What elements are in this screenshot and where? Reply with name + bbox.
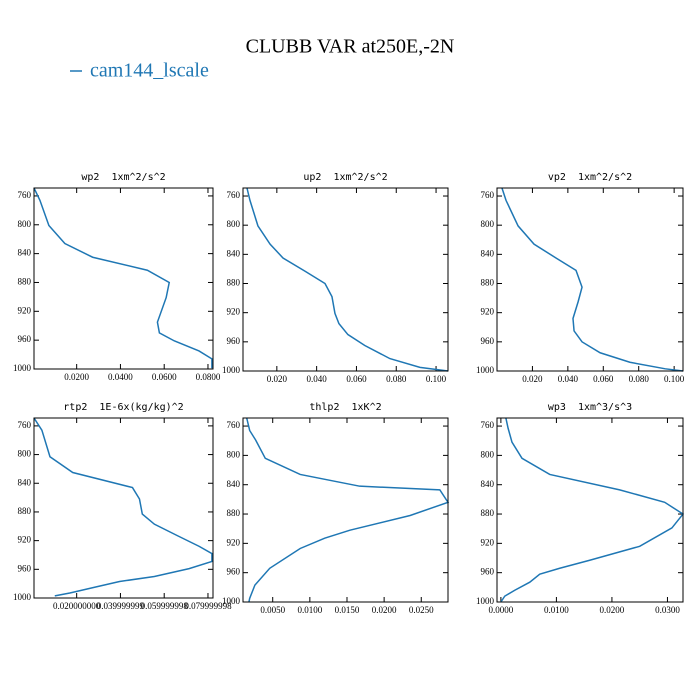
y-tick-label: 880 (481, 508, 495, 518)
y-tick-label: 920 (18, 535, 32, 545)
y-tick-label: 960 (227, 567, 241, 577)
x-tick-label: 0.0800 (196, 372, 221, 382)
y-tick-label: 840 (227, 479, 241, 489)
y-tick-label: 760 (227, 420, 241, 430)
plot-frame (496, 187, 684, 372)
plot-frame (496, 417, 684, 603)
x-tick-label: 0.0600 (152, 372, 177, 382)
subplot-title: wp3 1xm^3/s^3 (548, 402, 632, 413)
y-tick-label: 880 (18, 277, 32, 287)
y-tick-label: 880 (227, 508, 241, 518)
x-tick-label: 0.0100 (297, 605, 322, 615)
y-tick-label: 840 (18, 477, 32, 487)
data-line (33, 417, 213, 597)
y-tick-label: 800 (227, 219, 241, 229)
y-tick-label: 800 (18, 449, 32, 459)
x-tick-label: 0.0100 (544, 605, 569, 615)
subplot-title: vp2 1xm^2/s^2 (548, 172, 632, 183)
legend-label: cam144_lscale (90, 60, 209, 82)
x-tick-label: 0.059999998 (141, 601, 189, 611)
x-tick-label: 0.0400 (108, 372, 133, 382)
y-tick-label: 880 (227, 278, 241, 288)
data-line (501, 187, 684, 372)
y-tick-label: 920 (227, 307, 241, 317)
y-tick-label: 760 (481, 190, 495, 200)
subplot-title: wp2 1xm^2/s^2 (81, 172, 165, 183)
y-tick-label: 840 (481, 479, 495, 489)
data-line (500, 417, 685, 603)
x-tick-label: 0.020 (267, 374, 288, 384)
data-line (33, 187, 213, 369)
y-tick-label: 760 (227, 190, 241, 200)
y-tick-label: 760 (18, 420, 32, 430)
y-tick-label: 960 (18, 563, 32, 573)
x-tick-label: 0.079999998 (184, 601, 232, 611)
y-tick-label: 920 (481, 307, 495, 317)
x-tick-label: 0.0250 (409, 605, 434, 615)
y-tick-label: 1000 (222, 365, 241, 375)
y-tick-label: 1000 (222, 596, 241, 606)
x-tick-label: 0.039999999 (97, 601, 145, 611)
y-tick-label: 1000 (476, 365, 495, 375)
y-tick-label: 960 (227, 336, 241, 346)
plot-frame (242, 187, 449, 372)
y-tick-label: 800 (481, 449, 495, 459)
x-tick-label: 0.040 (558, 374, 579, 384)
plot-frame (33, 417, 214, 599)
x-tick-label: 0.100 (426, 374, 447, 384)
x-tick-label: 0.080 (386, 374, 407, 384)
y-tick-label: 800 (481, 219, 495, 229)
y-tick-label: 800 (227, 449, 241, 459)
y-tick-label: 840 (18, 248, 32, 258)
y-tick-label: 800 (18, 219, 32, 229)
y-tick-label: 880 (18, 506, 32, 516)
y-tick-label: 840 (481, 248, 495, 258)
x-tick-label: 0.080 (629, 374, 650, 384)
x-tick-label: 0.0200 (600, 605, 625, 615)
y-tick-label: 920 (227, 537, 241, 547)
y-tick-label: 960 (481, 336, 495, 346)
y-tick-label: 960 (481, 567, 495, 577)
y-tick-label: 840 (227, 248, 241, 258)
subplot-title: thlp2 1xK^2 (309, 402, 381, 413)
x-tick-label: 0.0300 (655, 605, 680, 615)
y-tick-label: 760 (481, 420, 495, 430)
y-tick-label: 1000 (13, 363, 32, 373)
x-tick-label: 0.0200 (64, 372, 89, 382)
data-line (246, 187, 449, 372)
x-tick-label: 0.0050 (260, 605, 285, 615)
x-tick-label: 0.020 (522, 374, 543, 384)
subplot-title: up2 1xm^2/s^2 (303, 172, 387, 183)
plot-frame (242, 417, 449, 603)
figure-title: CLUBB VAR at250E,-2N (246, 36, 455, 58)
x-tick-label: 0.0000 (489, 605, 514, 615)
x-tick-label: 0.060 (346, 374, 367, 384)
y-tick-label: 880 (481, 278, 495, 288)
plot-frame (33, 187, 214, 370)
y-tick-label: 760 (18, 190, 32, 200)
y-tick-label: 1000 (476, 596, 495, 606)
x-tick-label: 0.0200 (372, 605, 397, 615)
x-tick-label: 0.0150 (335, 605, 360, 615)
subplot-title: rtp2 1E-6x(kg/kg)^2 (63, 402, 183, 413)
data-line (245, 417, 450, 603)
x-tick-label: 0.100 (664, 374, 685, 384)
x-tick-label: 0.060 (593, 374, 614, 384)
y-tick-label: 920 (18, 305, 32, 315)
y-tick-label: 1000 (13, 592, 32, 602)
x-tick-label: 0.040 (307, 374, 328, 384)
y-tick-label: 920 (481, 537, 495, 547)
y-tick-label: 960 (18, 334, 32, 344)
x-tick-label: 0.020000000 (53, 601, 101, 611)
